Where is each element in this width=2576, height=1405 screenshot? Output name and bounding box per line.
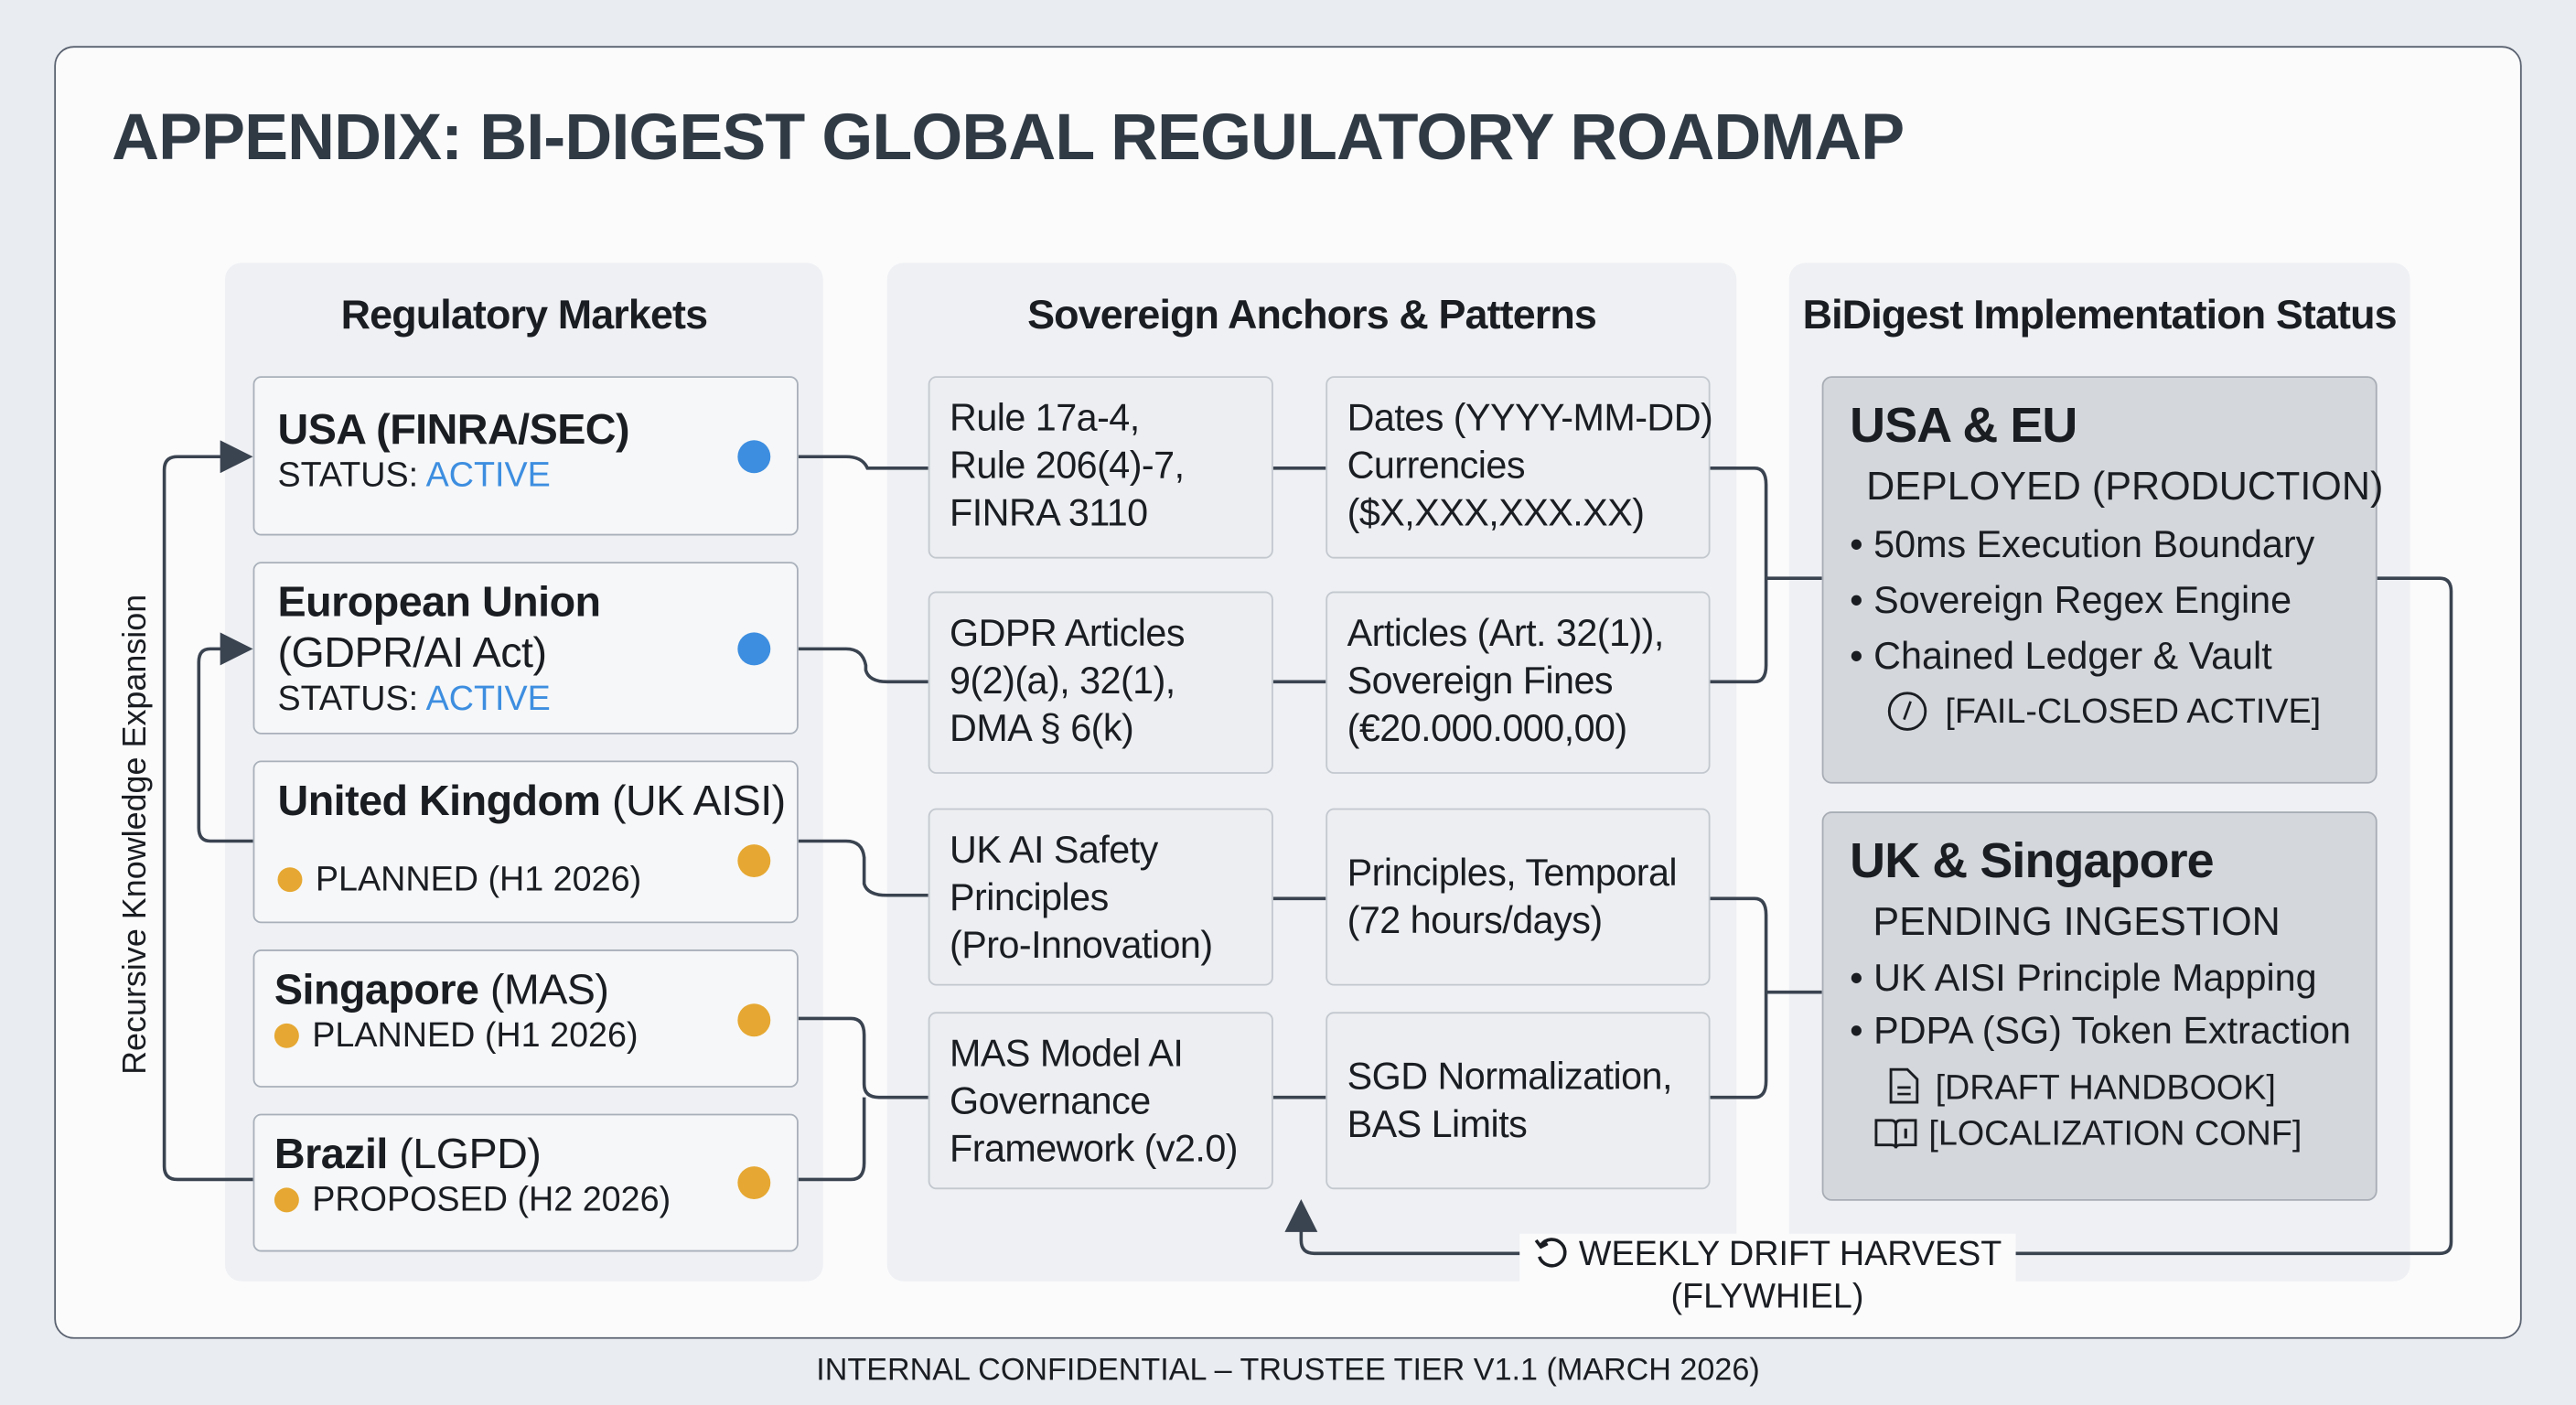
anchor-rules-uk: UK AI Safety Principles (Pro-Innovation)	[928, 808, 1273, 986]
status-dot	[737, 1003, 771, 1037]
status-item: • UK AISI Principle Mapping	[1850, 956, 2317, 999]
market-card-singapore[interactable]: Singapore (MAS) PLANNED (H1 2026)	[252, 949, 799, 1088]
status-heading: UK & Singapore	[1850, 834, 2214, 889]
connector-uk	[798, 839, 928, 897]
status-value: PROPOSED (H2 2026)	[312, 1181, 671, 1219]
market-card-uk[interactable]: United Kingdom (UK AISI) PLANNED (H1 202…	[252, 760, 799, 924]
footer-text: INTERNAL CONFIDENTIAL – TRUSTEE TIER V1.…	[816, 1353, 1760, 1389]
status-value: PLANNED (H1 2026)	[312, 1016, 639, 1055]
status-value: ACTIVE	[425, 680, 551, 718]
status-item: • Chained Ledger & Vault	[1850, 634, 2272, 677]
anchor-rules-usa: Rule 17a-4, Rule 206(4)-7, FINRA 3110	[928, 376, 1273, 559]
connector-brazil	[798, 1097, 866, 1182]
status-item: • Sovereign Regex Engine	[1850, 578, 2292, 621]
anchor-patterns-sg: SGD Normalization, BAS Limits	[1326, 1012, 1711, 1190]
status-label: STATUS:	[277, 456, 419, 495]
status-dot-small	[274, 1187, 299, 1213]
anchors-header: Sovereign Anchors & Patterns	[1027, 292, 1597, 338]
market-name: European Union	[277, 576, 602, 627]
status-card-pending: UK & Singapore PENDING INGESTION • UK AI…	[1821, 811, 2377, 1201]
connector-usa	[798, 455, 928, 470]
status-tag: [LOCALIZATION CONF]	[1850, 1112, 2349, 1158]
connector-deployed	[1710, 467, 1822, 684]
market-name: USA (FINRA/SEC)	[277, 403, 630, 454]
market-subname: (LGPD)	[387, 1128, 542, 1178]
anchor-patterns-usa: Dates (YYYY-MM-DD) Currencies ($X,XXX,XXX.…	[1326, 376, 1713, 559]
status-value: PLANNED (H1 2026)	[315, 861, 642, 899]
expansion-loop-inner	[197, 632, 253, 843]
market-name: United Kingdom	[277, 775, 602, 825]
status-header: BiDigest Implementation Status	[1802, 292, 2398, 338]
status-dot	[737, 844, 771, 878]
connector-eu	[798, 647, 928, 684]
anchor-patterns-eu: Articles (Art. 32(1)), Sovereign Fines (€2…	[1326, 591, 1711, 774]
clock-icon	[1887, 692, 1927, 731]
status-tag: [FAIL-CLOSED ACTIVE]	[1850, 690, 2349, 735]
weekly-drift-harvest-label: WEEKLY DRIFT HARVEST (FLYWHIEL)	[1519, 1233, 2015, 1320]
status-card-deployed: USA & EU DEPLOYED (PRODUCTION) • 50ms Ex…	[1821, 376, 2384, 784]
market-card-eu[interactable]: European Union (GDPR/AI Act) STATUS: ACT…	[252, 562, 799, 735]
status-dot-small	[277, 867, 303, 893]
status-dot-small	[274, 1023, 299, 1048]
market-card-usa[interactable]: USA (FINRA/SEC) STATUS: ACTIVE	[252, 376, 799, 536]
connector-pending	[1710, 896, 1822, 1099]
status-dot	[737, 1166, 771, 1200]
status-dot	[737, 632, 771, 666]
anchor-rules-eu: GDPR Articles 9(2)(a), 32(1), DMA § 6(k)	[928, 591, 1273, 774]
status-dot	[737, 440, 771, 474]
feedback-loop	[1284, 576, 2453, 1256]
market-subname: (MAS)	[478, 964, 609, 1014]
market-card-brazil[interactable]: Brazil (LGPD) PROPOSED (H2 2026)	[252, 1113, 799, 1252]
markets-header: Regulatory Markets	[340, 292, 708, 338]
status-item: • PDPA (SG) Token Extraction	[1850, 1008, 2352, 1052]
anchor-rules-sg: MAS Model AI Governance Framework (v2.0)	[928, 1012, 1273, 1190]
market-subname: (GDPR/AI Act)	[277, 627, 548, 677]
refresh-icon	[1534, 1238, 1567, 1268]
market-name: Singapore	[274, 964, 479, 1014]
anchor-patterns-uk: Principles, Temporal (72 hours/days)	[1326, 808, 1711, 986]
market-subname: (UK AISI)	[600, 775, 786, 825]
page-title: APPENDIX: BI-DIGEST GLOBAL REGULATORY RO…	[112, 102, 1905, 175]
connector-sg	[798, 1016, 928, 1099]
status-heading: USA & EU	[1850, 399, 2077, 454]
document-icon	[1889, 1067, 1919, 1104]
book-icon	[1874, 1119, 1917, 1149]
status-subheading: PENDING INGESTION	[1873, 900, 2281, 945]
status-tag: [DRAFT HANDBOOK]	[1850, 1067, 2349, 1112]
status-value: ACTIVE	[425, 456, 551, 495]
market-name: Brazil	[274, 1128, 388, 1178]
status-item: • 50ms Execution Boundary	[1850, 522, 2315, 565]
recursive-expansion-label: Recursive Knowledge Expansion	[117, 594, 154, 1075]
status-label: STATUS:	[277, 680, 419, 718]
expansion-loop-outer	[162, 440, 253, 1182]
status-subheading: DEPLOYED (PRODUCTION)	[1866, 465, 2384, 509]
